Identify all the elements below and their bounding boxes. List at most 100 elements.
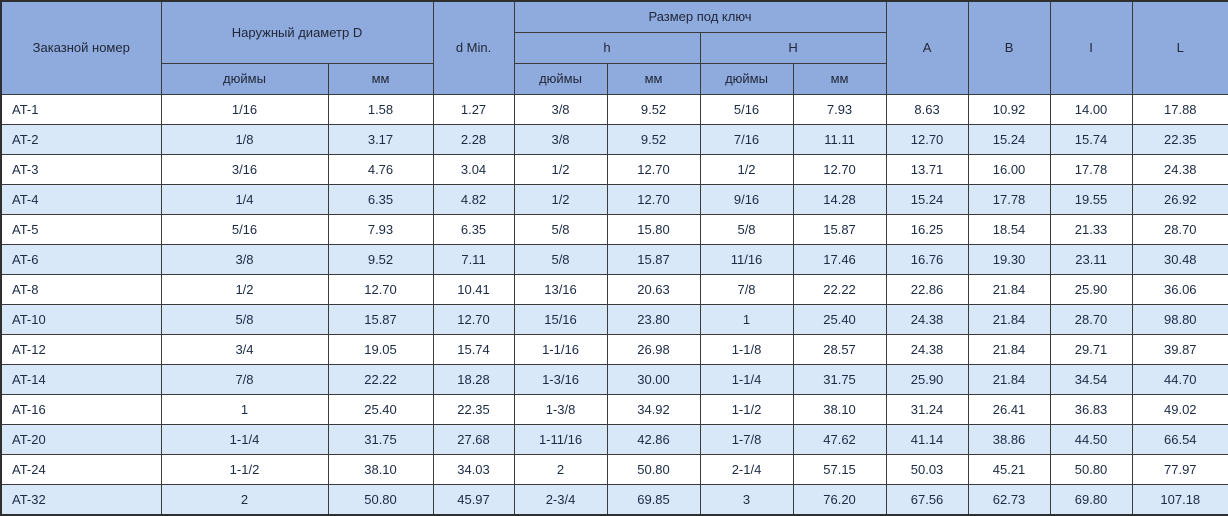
header-h-small: h — [513, 31, 701, 64]
value-cell: 6.35 — [327, 183, 434, 215]
header-order-number: Заказной номер — [0, 0, 162, 95]
order-number-cell: AT-24 — [0, 454, 162, 486]
value-cell: 3/8 — [160, 243, 329, 275]
value-cell: 19.55 — [1049, 183, 1133, 215]
value-cell: 17.46 — [792, 243, 887, 275]
order-number-cell: AT-2 — [0, 123, 162, 155]
value-cell: 22.22 — [327, 364, 434, 396]
value-cell: 3/8 — [513, 123, 608, 155]
value-cell: 19.30 — [967, 243, 1051, 275]
value-cell: 14.00 — [1049, 93, 1133, 125]
value-cell: 47.62 — [792, 424, 887, 456]
value-cell: 14.28 — [792, 183, 887, 215]
value-cell: 15.24 — [885, 183, 969, 215]
value-cell: 5/16 — [160, 213, 329, 245]
value-cell: 23.11 — [1049, 243, 1133, 275]
value-cell: 22.86 — [885, 273, 969, 305]
value-cell: 34.03 — [432, 454, 515, 486]
value-cell: 9/16 — [699, 183, 794, 215]
value-cell: 24.38 — [885, 303, 969, 336]
value-cell: 1/8 — [160, 123, 329, 155]
value-cell: 62.73 — [967, 484, 1051, 516]
value-cell: 5/16 — [699, 93, 794, 125]
header-col-i: I — [1049, 0, 1133, 95]
value-cell: 22.35 — [1131, 123, 1228, 155]
value-cell: 21.84 — [967, 273, 1051, 305]
value-cell: 12.70 — [432, 303, 515, 336]
value-cell: 45.97 — [432, 484, 515, 516]
value-cell: 19.05 — [327, 333, 434, 366]
value-cell: 5/8 — [513, 213, 608, 245]
value-cell: 8.63 — [885, 93, 969, 125]
table-row: AT-16 1 25.40 22.35 1-3/8 34.92 1-1/2 38.10 31.2… — [0, 394, 1228, 426]
value-cell: 50.03 — [885, 454, 969, 486]
value-cell: 31.75 — [327, 424, 434, 456]
order-number-cell: AT-5 — [0, 213, 162, 245]
value-cell: 16.00 — [967, 153, 1051, 185]
header-col-l: L — [1131, 0, 1228, 95]
value-cell: 16.76 — [885, 243, 969, 275]
order-number-cell: AT-1 — [0, 93, 162, 125]
table-row: AT-3 3/16 4.76 3.04 1/2 12.70 1/2 12.70 13.71 16.… — [0, 153, 1228, 185]
value-cell: 12.70 — [606, 183, 701, 215]
value-cell: 38.10 — [327, 454, 434, 486]
table-row: AT-4 1/4 6.35 4.82 1/2 12.70 9/16 14.28 15.24 17.… — [0, 183, 1228, 215]
value-cell: 7/16 — [699, 123, 794, 155]
value-cell: 1-3/8 — [513, 394, 608, 426]
value-cell: 66.54 — [1131, 424, 1228, 456]
value-cell: 22.35 — [432, 394, 515, 426]
order-number-cell: AT-20 — [0, 424, 162, 456]
value-cell: 27.68 — [432, 424, 515, 456]
header-h-big: H — [699, 31, 887, 64]
value-cell: 20.63 — [606, 273, 701, 305]
value-cell: 69.85 — [606, 484, 701, 516]
value-cell: 3/4 — [160, 333, 329, 366]
value-cell: 38.10 — [792, 394, 887, 426]
value-cell: 7.93 — [327, 213, 434, 245]
value-cell: 1 — [699, 303, 794, 336]
value-cell: 1-11/16 — [513, 424, 608, 456]
table-row: AT-6 3/8 9.52 7.11 5/8 15.87 11/16 17.46 16.76 19… — [0, 243, 1228, 275]
value-cell: 36.83 — [1049, 394, 1133, 426]
value-cell: 36.06 — [1131, 273, 1228, 305]
value-cell: 1.27 — [432, 93, 515, 125]
value-cell: 5/8 — [160, 303, 329, 336]
value-cell: 31.24 — [885, 394, 969, 426]
header-d-mm: мм — [327, 62, 434, 95]
value-cell: 11.11 — [792, 123, 887, 155]
value-cell: 3.17 — [327, 123, 434, 155]
value-cell: 3 — [699, 484, 794, 516]
table-row: AT-5 5/16 7.93 6.35 5/8 15.80 5/8 15.87 16.25 18.… — [0, 213, 1228, 245]
header-h-inches: дюймы — [513, 62, 608, 95]
value-cell: 21.84 — [967, 333, 1051, 366]
value-cell: 1/16 — [160, 93, 329, 125]
value-cell: 2 — [513, 454, 608, 486]
value-cell: 12.70 — [885, 123, 969, 155]
value-cell: 21.84 — [967, 364, 1051, 396]
value-cell: 1/2 — [513, 153, 608, 185]
value-cell: 24.38 — [885, 333, 969, 366]
table-row: AT-20 1-1/4 31.75 27.68 1-11/16 42.86 1-7/8 47.… — [0, 424, 1228, 456]
table-row: AT-12 3/4 19.05 15.74 1-1/16 26.98 1-1/8 28.57 2… — [0, 333, 1228, 366]
value-cell: 1/2 — [160, 273, 329, 305]
value-cell: 7/8 — [699, 273, 794, 305]
value-cell: 15.74 — [432, 333, 515, 366]
header-d-inches: дюймы — [160, 62, 329, 95]
value-cell: 9.52 — [606, 123, 701, 155]
value-cell: 1-7/8 — [699, 424, 794, 456]
order-number-cell: AT-10 — [0, 303, 162, 336]
order-number-cell: AT-8 — [0, 273, 162, 305]
value-cell: 25.90 — [1049, 273, 1133, 305]
table-row: AT-8 1/2 12.70 10.41 13/16 20.63 7/8 22.22 22.86… — [0, 273, 1228, 305]
value-cell: 10.92 — [967, 93, 1051, 125]
value-cell: 50.80 — [1049, 454, 1133, 486]
value-cell: 30.48 — [1131, 243, 1228, 275]
value-cell: 7.93 — [792, 93, 887, 125]
table-row: AT-10 5/8 15.87 12.70 15/16 23.80 1 25.40 24.38 2… — [0, 303, 1228, 336]
table-row: AT-32 2 50.80 45.97 2-3/4 69.85 3 76.20 67.56 62.… — [0, 484, 1228, 516]
order-number-cell: AT-12 — [0, 333, 162, 366]
value-cell: 1 — [160, 394, 329, 426]
value-cell: 44.50 — [1049, 424, 1133, 456]
value-cell: 16.25 — [885, 213, 969, 245]
